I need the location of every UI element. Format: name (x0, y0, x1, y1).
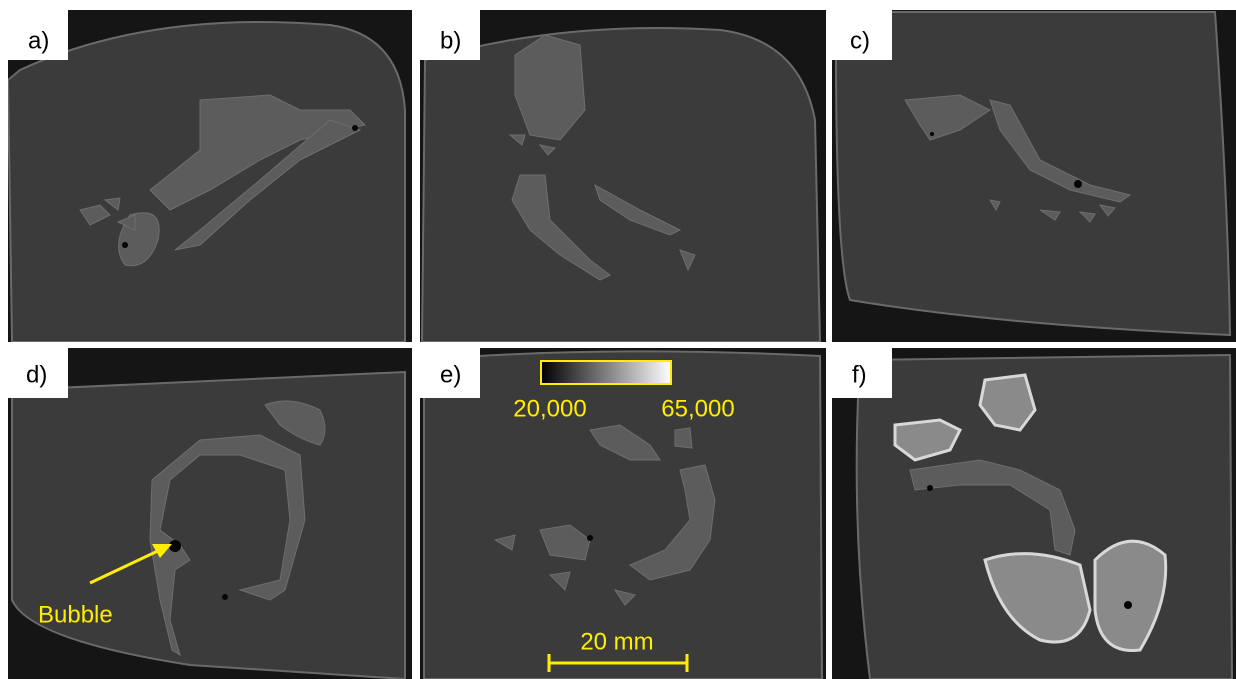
panel-label: a) (28, 27, 49, 54)
colorbar-min-label: 20,000 (513, 395, 586, 422)
panel-e: 20,000 65,000 20 mm (420, 348, 826, 679)
panel-a (8, 10, 412, 342)
panel-c (832, 10, 1236, 342)
panel-label: b) (440, 27, 461, 54)
figure: 20,000 65,000 20 mm Bubble a) b) c) d) e… (0, 0, 1236, 679)
scale-bar-label: 20 mm (580, 628, 653, 655)
annotation-label: Bubble (38, 601, 113, 628)
panel-label: d) (26, 361, 47, 388)
colorbar-max-label: 65,000 (661, 395, 734, 422)
panel-b (420, 10, 826, 342)
panel-f (832, 348, 1236, 679)
panel-label: f) (852, 361, 867, 388)
panel-label: e) (440, 361, 461, 388)
colorbar (541, 361, 671, 384)
panel-d (8, 348, 412, 679)
page: 20,000 65,000 20 mm Bubble a) b) c) d) e… (0, 0, 1236, 679)
panel-label: c) (850, 27, 870, 54)
